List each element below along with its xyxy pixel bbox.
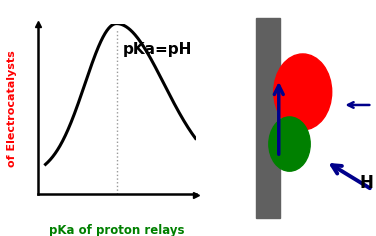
Text: pKa=pH: pKa=pH bbox=[123, 42, 192, 57]
Circle shape bbox=[274, 54, 332, 130]
Text: pKa of proton relays: pKa of proton relays bbox=[49, 224, 184, 236]
Text: H: H bbox=[359, 174, 373, 192]
Circle shape bbox=[269, 117, 310, 171]
Text: of Electrocatalysts: of Electrocatalysts bbox=[8, 50, 17, 167]
Bar bbox=[256, 18, 280, 218]
